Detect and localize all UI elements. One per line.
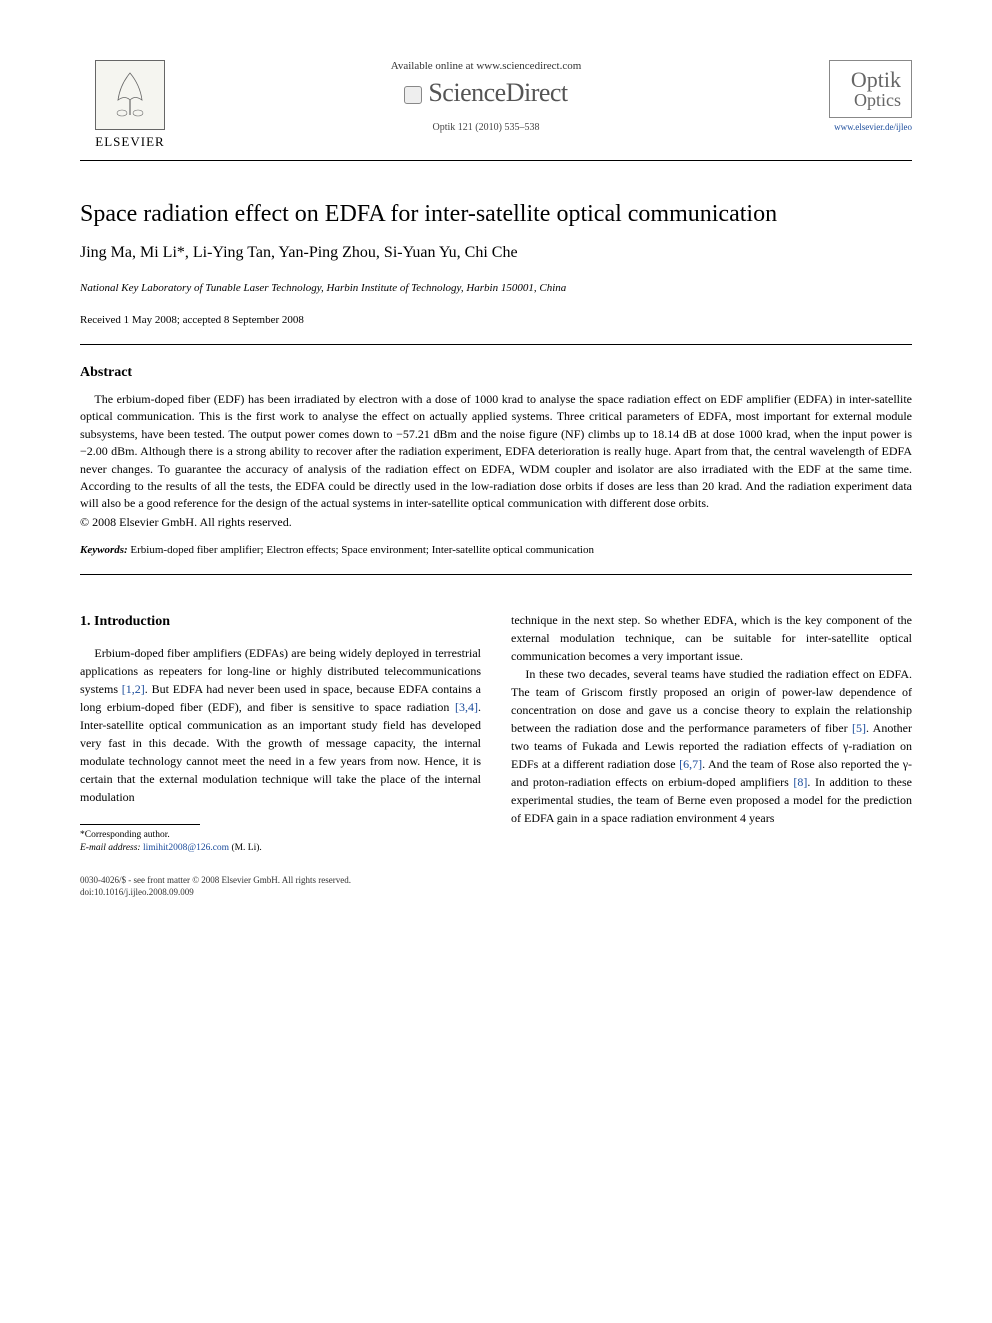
sciencedirect-icon xyxy=(404,86,422,104)
email-who: (M. Li). xyxy=(229,843,262,853)
corresponding-author-label: *Corresponding author. xyxy=(80,829,481,842)
center-header: Available online at www.sciencedirect.co… xyxy=(180,60,792,133)
article-title: Space radiation effect on EDFA for inter… xyxy=(80,201,912,228)
section-1-heading: 1. Introduction xyxy=(80,611,481,632)
publisher-logo-block: ELSEVIER xyxy=(80,60,180,150)
citation-text: Optik 121 (2010) 535–538 xyxy=(180,122,792,133)
journal-logo-block: Optik Optics www.elsevier.de/ijleo xyxy=(792,60,912,132)
ref-link-5[interactable]: [5] xyxy=(852,721,866,735)
ref-link-8[interactable]: [8] xyxy=(793,775,807,789)
elsevier-label: ELSEVIER xyxy=(95,134,164,150)
keywords-line: Keywords: Erbium-doped fiber amplifier; … xyxy=(80,544,912,556)
journal-logo-line1: Optik xyxy=(840,69,901,91)
authors-line: Jing Ma, Mi Li*, Li-Ying Tan, Yan-Ping Z… xyxy=(80,244,912,262)
elsevier-tree-icon xyxy=(95,60,165,130)
intro-para-1-continued: technique in the next step. So whether E… xyxy=(511,611,912,665)
body-columns: 1. Introduction Erbium-doped fiber ampli… xyxy=(80,611,912,856)
journal-url[interactable]: www.elsevier.de/ijleo xyxy=(792,122,912,132)
intro-para-1: Erbium-doped fiber amplifiers (EDFAs) ar… xyxy=(80,644,481,806)
intro-para-2: In these two decades, several teams have… xyxy=(511,665,912,827)
ref-link-1-2[interactable]: [1,2] xyxy=(122,682,145,696)
sciencedirect-logo: ScienceDirect xyxy=(180,78,792,108)
keywords-text: Erbium-doped fiber amplifier; Electron e… xyxy=(128,544,594,556)
column-left: 1. Introduction Erbium-doped fiber ampli… xyxy=(80,611,481,856)
page-header: ELSEVIER Available online at www.science… xyxy=(80,60,912,150)
keywords-label: Keywords: xyxy=(80,544,128,556)
footer-copyright: 0030-4026/$ - see front matter © 2008 El… xyxy=(80,875,912,885)
journal-logo-line2: Optics xyxy=(854,91,901,109)
footnote-separator xyxy=(80,824,200,825)
email-link[interactable]: limihit2008@126.com xyxy=(143,843,229,853)
article-dates: Received 1 May 2008; accepted 8 Septembe… xyxy=(80,314,912,326)
ref-link-6-7[interactable]: [6,7] xyxy=(679,757,702,771)
sciencedirect-text: ScienceDirect xyxy=(428,78,567,107)
corresponding-footnote: *Corresponding author. E-mail address: l… xyxy=(80,829,481,856)
intro-text-1c: . Inter-satellite optical communication … xyxy=(80,700,481,804)
affiliation: National Key Laboratory of Tunable Laser… xyxy=(80,282,912,294)
abstract-text: The erbium-doped fiber (EDF) has been ir… xyxy=(80,391,912,513)
header-divider xyxy=(80,160,912,161)
divider-above-abstract xyxy=(80,344,912,345)
available-online-text: Available online at www.sciencedirect.co… xyxy=(180,60,792,72)
abstract-copyright: © 2008 Elsevier GmbH. All rights reserve… xyxy=(80,515,912,530)
ref-link-3-4[interactable]: [3,4] xyxy=(455,700,478,714)
divider-below-keywords xyxy=(80,574,912,575)
column-right: technique in the next step. So whether E… xyxy=(511,611,912,856)
abstract-heading: Abstract xyxy=(80,365,912,381)
journal-logo-box: Optik Optics xyxy=(829,60,912,118)
email-address-label: E-mail address: xyxy=(80,843,143,853)
footer-doi: doi:10.1016/j.ijleo.2008.09.009 xyxy=(80,887,912,897)
